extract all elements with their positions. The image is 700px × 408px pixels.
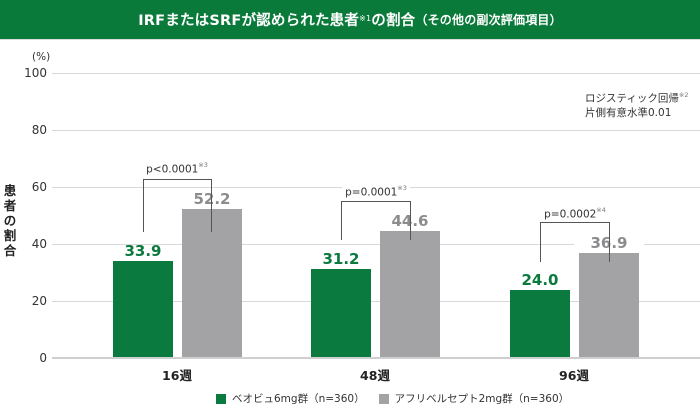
legend: ベオビュ6mg群（n=360） アフリベルセプト2mg群（n=360） [216, 391, 583, 406]
significance-bracket-16w [143, 179, 212, 232]
chart-title: IRFまたはSRFが認められた患者 ※1 の割合 （その他の副次評価項目） [0, 0, 700, 40]
title-paren: （その他の副次評価項目） [415, 13, 562, 27]
x-label-96w: 96週 [559, 368, 589, 383]
p-value-16w: p<0.0001※3 [143, 160, 211, 177]
title-after: の割合 [371, 13, 416, 29]
legend-item-aflibercept: アフリベルセプト2mg群（n=360） [378, 391, 570, 406]
legend-swatch-gray [378, 393, 389, 404]
x-label-16w: 16週 [162, 368, 192, 383]
bar-chart: (%) 患者の割合 0 20 40 60 80 100 ロジスティック回帰※2 … [0, 40, 700, 408]
legend-item-beovu: ベオビュ6mg群（n=360） [216, 391, 365, 406]
title-footnote: ※1 [359, 14, 372, 23]
significance-bracket-96w [540, 222, 610, 262]
y-axis-label: 患者の割合 [3, 183, 17, 258]
y-tick-60: 60 [31, 180, 47, 194]
y-tick-0: 0 [39, 351, 47, 365]
legend-swatch-green [216, 393, 226, 404]
value-beovu-16w: 33.9 [124, 242, 162, 260]
bar-beovu-48w [311, 269, 371, 358]
y-tick-40: 40 [31, 237, 47, 251]
y-tick-20: 20 [31, 294, 47, 308]
p-value-text: p=0.0001 [345, 186, 398, 199]
note-line2: 片側有意水準0.01 [585, 106, 672, 119]
x-axis-baseline [52, 357, 700, 359]
p-value-text: p=0.0002 [544, 208, 597, 221]
y-tick-100: 100 [24, 66, 47, 80]
bar-beovu-16w [113, 261, 173, 358]
p-value-footnote: ※4 [596, 206, 606, 214]
bar-aflibercept-48w [380, 231, 440, 358]
bar-aflibercept-16w [182, 209, 242, 358]
value-beovu-48w: 31.2 [322, 250, 360, 268]
p-value-text: p<0.0001 [146, 163, 199, 176]
value-beovu-96w: 24.0 [521, 271, 559, 289]
p-value-footnote: ※3 [198, 161, 208, 169]
value-aflibercept-16w: 52.2 [177, 190, 247, 208]
gridline-80 [52, 130, 700, 131]
stat-method-note: ロジスティック回帰※2 片側有意水準0.01 [585, 88, 688, 120]
gridline-20 [52, 301, 700, 302]
bar-beovu-96w [510, 290, 570, 358]
legend-label-beovu: ベオビュ6mg群（n=360） [232, 393, 365, 405]
gridline-100 [52, 73, 700, 74]
significance-bracket-48w [341, 201, 411, 240]
note-line1: ロジスティック回帰 [585, 92, 679, 105]
y-tick-80: 80 [31, 123, 47, 137]
note-footnote: ※2 [678, 91, 689, 99]
gridline-40 [52, 244, 700, 245]
p-value-96w: p=0.0002※4 [541, 205, 609, 222]
p-value-48w: p=0.0001※3 [342, 183, 410, 200]
x-label-48w: 48週 [360, 368, 390, 383]
y-axis-unit: (%) [32, 51, 51, 63]
p-value-footnote: ※3 [397, 184, 407, 192]
legend-label-aflibercept: アフリベルセプト2mg群（n=360） [394, 393, 570, 405]
bar-aflibercept-96w [579, 253, 639, 358]
title-main: IRFまたはSRFが認められた患者 [138, 13, 360, 29]
